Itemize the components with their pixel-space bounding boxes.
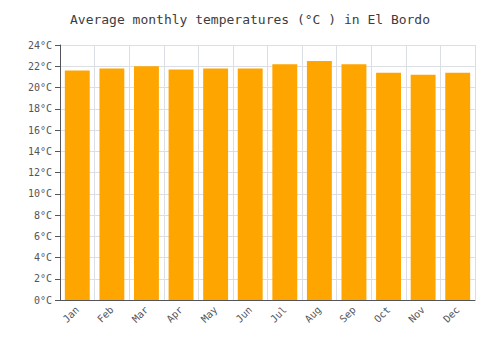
- svg-text:10°C: 10°C: [28, 188, 52, 199]
- svg-text:Apr: Apr: [164, 304, 185, 325]
- svg-text:24°C: 24°C: [28, 40, 52, 51]
- svg-text:Jul: Jul: [268, 304, 289, 325]
- svg-text:4°C: 4°C: [34, 252, 52, 263]
- svg-text:Sep: Sep: [337, 304, 358, 325]
- svg-text:Aug: Aug: [303, 304, 324, 325]
- svg-text:Mar: Mar: [130, 304, 151, 325]
- svg-text:Jan: Jan: [61, 304, 82, 325]
- svg-text:Nov: Nov: [406, 304, 427, 325]
- svg-text:Dec: Dec: [441, 304, 462, 325]
- svg-text:16°C: 16°C: [28, 125, 52, 136]
- svg-text:0°C: 0°C: [34, 295, 52, 306]
- svg-text:Jun: Jun: [234, 304, 255, 325]
- svg-text:20°C: 20°C: [28, 82, 52, 93]
- svg-text:8°C: 8°C: [34, 210, 52, 221]
- svg-text:Feb: Feb: [95, 304, 116, 325]
- svg-text:Oct: Oct: [372, 304, 393, 325]
- svg-text:May: May: [199, 304, 220, 325]
- svg-text:Average monthly temperatures (: Average monthly temperatures (°C ) in El…: [70, 12, 430, 27]
- svg-text:6°C: 6°C: [34, 231, 52, 242]
- svg-text:12°C: 12°C: [28, 167, 52, 178]
- svg-text:2°C: 2°C: [34, 273, 52, 284]
- svg-text:14°C: 14°C: [28, 146, 52, 157]
- svg-text:18°C: 18°C: [28, 103, 52, 114]
- svg-text:22°C: 22°C: [28, 61, 52, 72]
